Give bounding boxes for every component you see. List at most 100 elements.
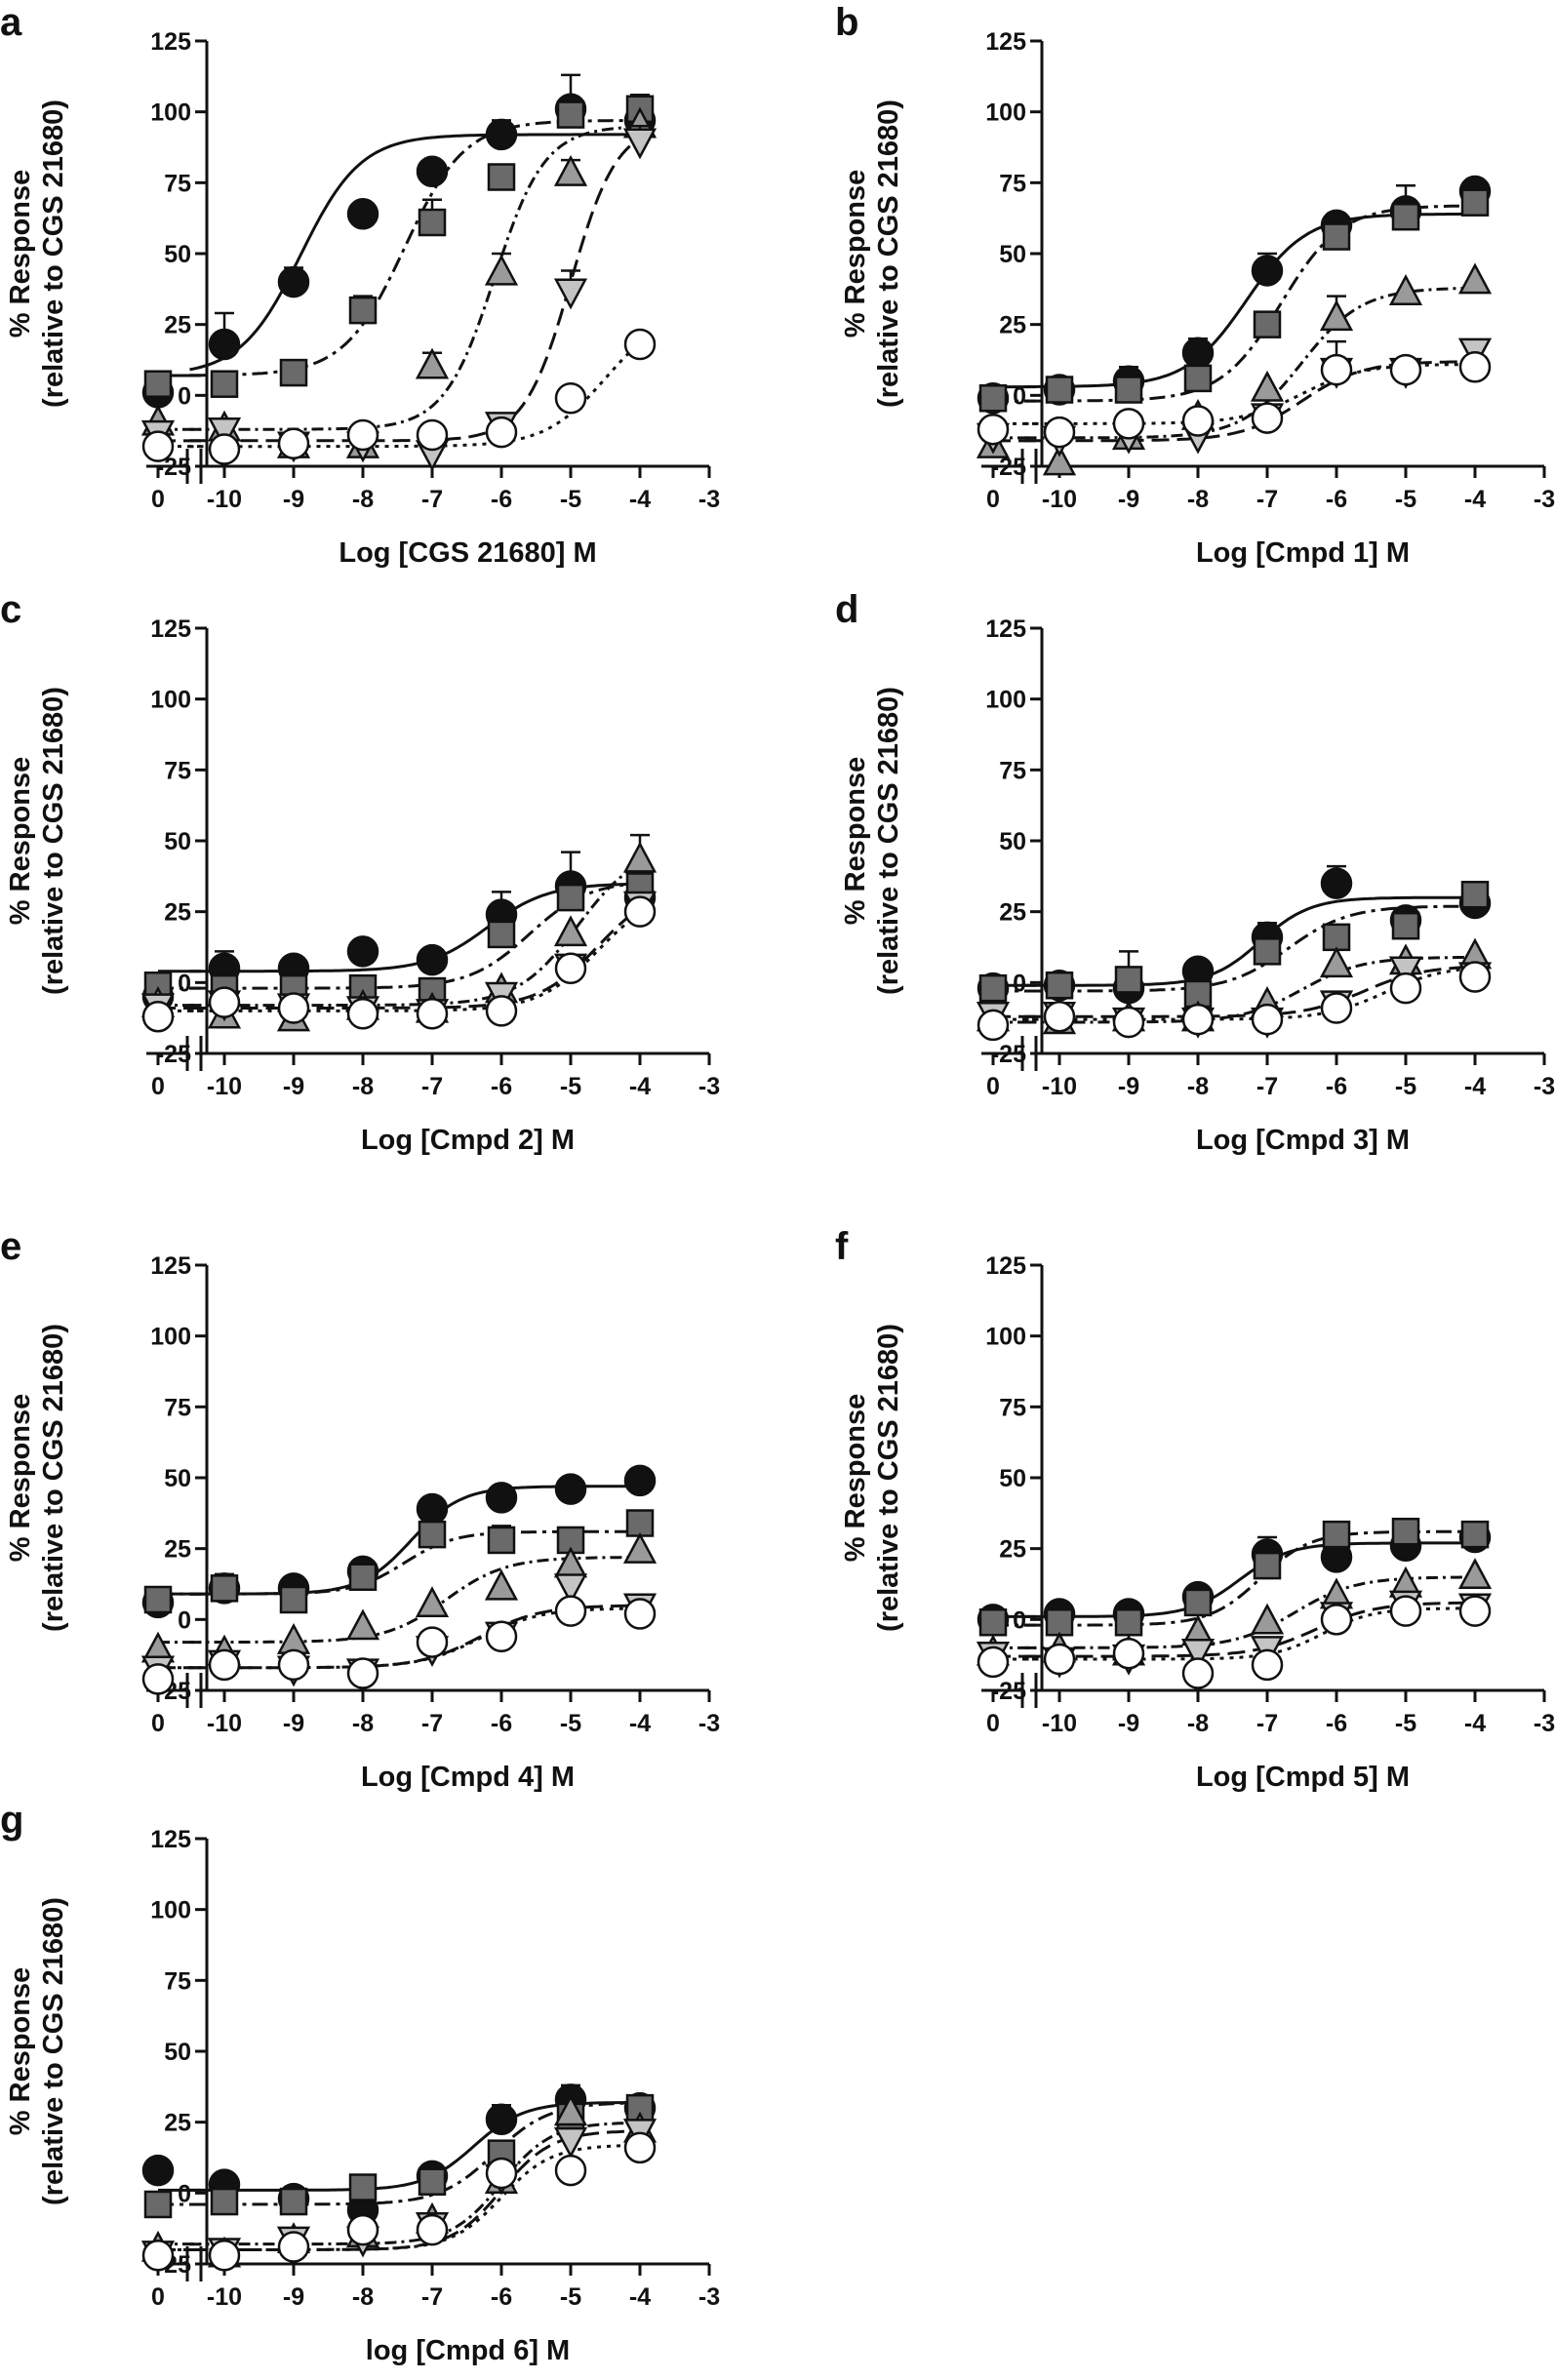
- data-point: [1458, 961, 1492, 993]
- x-tick-label: -5: [560, 1073, 581, 1100]
- x-tick-label: -9: [283, 1073, 304, 1100]
- x-tick-label: -3: [1534, 1710, 1555, 1737]
- x-tick-label: -6: [491, 2283, 512, 2311]
- data-point-vehicle: [141, 1000, 175, 1033]
- series-series-3: [976, 262, 1493, 476]
- chart-panel-c: c -25 0 25 50 75 100 125 0 -10 -9 -8 -7 -6 -5 -4 -3 Log […: [0, 588, 720, 1156]
- x-tick-label: -7: [1256, 1710, 1278, 1737]
- panel-letter: g: [0, 1799, 23, 1842]
- x-tick-label: 0: [986, 486, 1000, 513]
- series-series-5: [977, 961, 1492, 1042]
- y-tick-label: 100: [985, 687, 1026, 714]
- x-tick-label: -7: [421, 2283, 443, 2311]
- data-point: [210, 1574, 239, 1603]
- data-point: [416, 943, 449, 976]
- data-point: [346, 2213, 379, 2246]
- y-tick-label: 75: [164, 1394, 191, 1421]
- data-point: [1391, 202, 1420, 231]
- y-tick-label: 25: [164, 899, 191, 927]
- y-tick-label: 0: [178, 2180, 191, 2207]
- data-point-vehicle: [143, 370, 173, 398]
- data-point: [1250, 370, 1285, 402]
- data-point: [554, 1595, 587, 1627]
- y-axis-label: % Response: [5, 1967, 36, 2135]
- data-point: [1181, 337, 1215, 369]
- x-tick-label: -4: [629, 486, 651, 513]
- data-point-vehicle: [978, 973, 1008, 1003]
- x-tick-label: -8: [1187, 1710, 1209, 1737]
- x-tick-label: -7: [1256, 486, 1278, 513]
- fit-curve-series-3: [1024, 1575, 1472, 1649]
- data-point: [1389, 353, 1422, 386]
- fit-curve-series-4: [189, 139, 638, 443]
- y-tick-label: 0: [1013, 382, 1026, 410]
- data-point: [485, 416, 518, 449]
- data-point-vehicle: [978, 1607, 1008, 1637]
- panel-letter: d: [835, 588, 858, 631]
- x-tick-label: -4: [629, 1710, 651, 1737]
- data-point: [416, 155, 449, 187]
- y-tick-label: 100: [150, 687, 191, 714]
- data-point: [1322, 923, 1351, 952]
- y-tick-label: 125: [150, 615, 191, 643]
- data-point: [1458, 1595, 1492, 1627]
- data-point: [276, 1622, 311, 1654]
- data-point: [622, 841, 658, 873]
- data-point: [1043, 416, 1076, 449]
- data-point: [1181, 1003, 1215, 1036]
- data-point: [1250, 1603, 1285, 1635]
- fit-curve-series-2: [1024, 204, 1472, 403]
- data-point: [1042, 444, 1077, 476]
- y-tick-label: 75: [999, 170, 1026, 197]
- x-tick-label: -7: [1256, 1073, 1278, 1100]
- data-point: [1181, 1657, 1215, 1689]
- x-tick-label: -10: [1042, 486, 1077, 513]
- data-point: [416, 1626, 449, 1658]
- y-tick-label: 25: [164, 2110, 191, 2137]
- data-point: [277, 992, 310, 1024]
- data-point: [487, 163, 516, 191]
- data-point: [1112, 1637, 1145, 1670]
- data-point: [1114, 376, 1143, 404]
- x-tick-label: -3: [698, 486, 720, 513]
- data-point: [623, 1598, 657, 1630]
- y-axis-label: % Response: [5, 757, 36, 925]
- data-point: [1045, 971, 1074, 1000]
- x-tick-label: 0: [986, 1710, 1000, 1737]
- data-point: [556, 883, 585, 912]
- data-point: [279, 2187, 308, 2216]
- data-point: [625, 1509, 655, 1537]
- x-tick-label: -5: [560, 1710, 581, 1737]
- x-tick-label: -6: [1326, 1710, 1347, 1737]
- x-tick-label: 0: [151, 2283, 165, 2311]
- data-point: [485, 1482, 518, 1514]
- data-point: [553, 154, 588, 186]
- y-tick-label: 0: [178, 970, 191, 997]
- series-series-5: [977, 1595, 1492, 1689]
- x-tick-label: -9: [283, 1710, 304, 1737]
- data-point: [622, 1531, 658, 1564]
- x-tick-label: -4: [1464, 1073, 1486, 1100]
- chart-panel-d: d -25 0 25 50 75 100 125 0 -10 -9 -8 -7 -6 -5 -4 -3 Log […: [835, 588, 1555, 1156]
- x-tick-label: 0: [151, 1710, 165, 1737]
- data-point: [208, 433, 241, 465]
- data-point: [1322, 222, 1351, 251]
- x-axis-label: Log [CGS 21680] M: [339, 537, 596, 569]
- y-tick-label: 75: [999, 757, 1026, 784]
- y-tick-label: 25: [999, 1536, 1026, 1564]
- x-tick-label: -3: [1534, 486, 1555, 513]
- x-tick-label: -5: [560, 2283, 581, 2311]
- data-point-vehicle: [977, 1009, 1010, 1042]
- y-axis-label: % Response: [840, 170, 871, 337]
- y-axis-label: (relative to CGS 21680): [38, 99, 69, 408]
- data-point: [279, 358, 308, 387]
- y-axis-label: (relative to CGS 21680): [38, 1897, 69, 2205]
- data-point: [1388, 956, 1423, 988]
- x-tick-label: -8: [352, 1710, 374, 1737]
- x-tick-label: -9: [283, 486, 304, 513]
- x-tick-label: -5: [1395, 486, 1416, 513]
- data-point: [210, 2187, 239, 2216]
- data-point: [208, 328, 241, 361]
